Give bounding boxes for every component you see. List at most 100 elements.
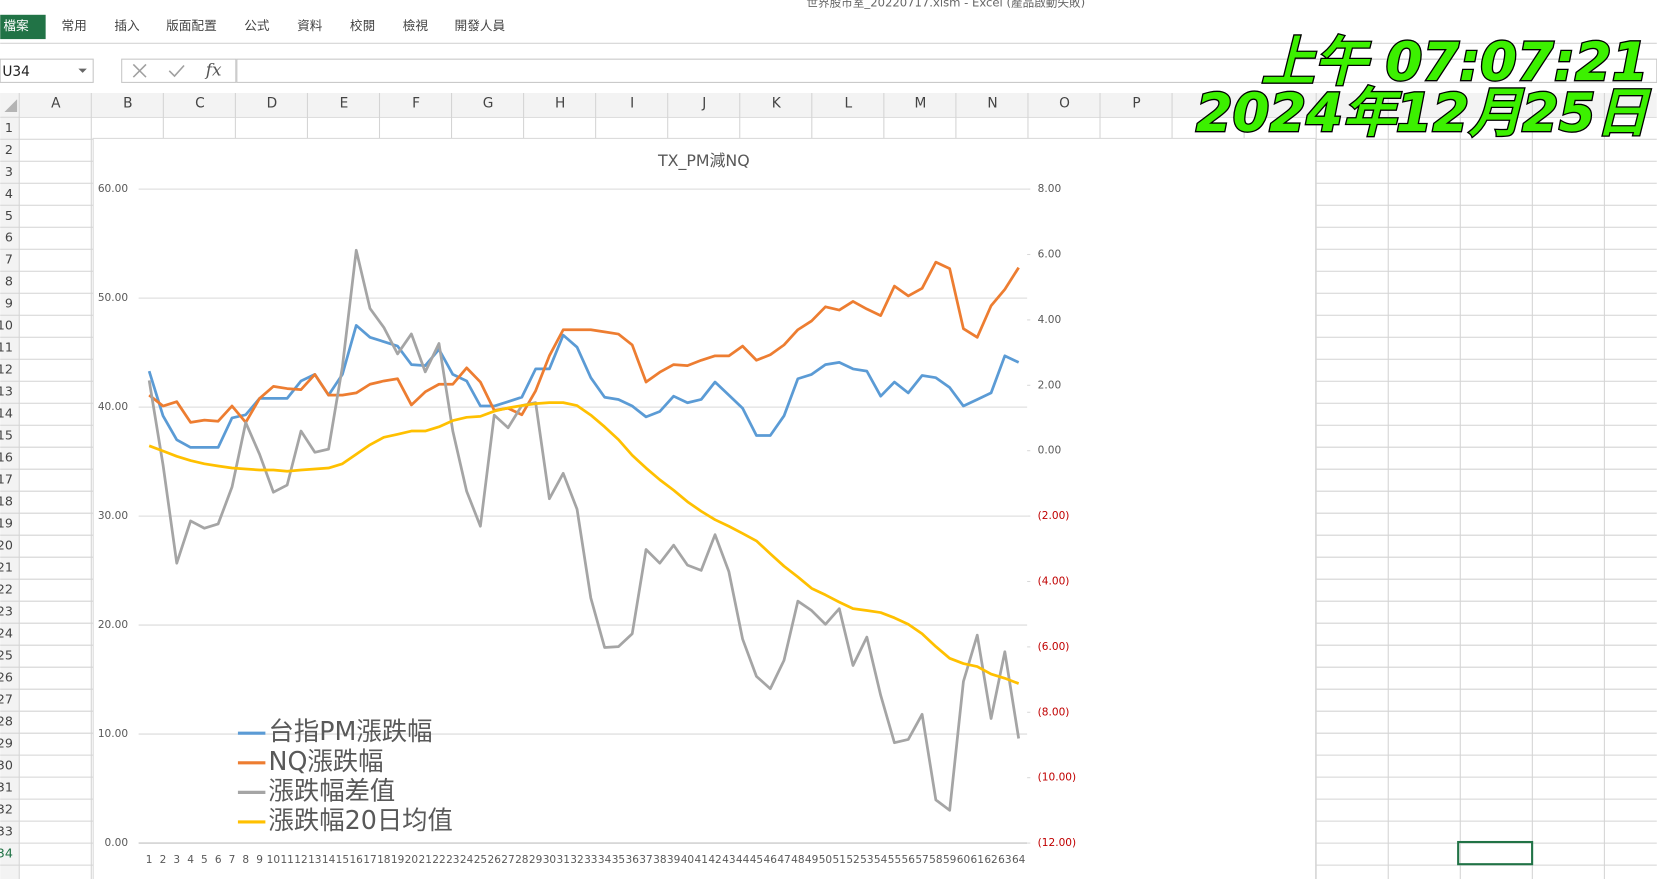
x-tick-label: 54	[874, 854, 888, 866]
ribbon-tab[interactable]: 常用	[62, 18, 87, 33]
series-line	[147, 248, 1021, 812]
column-header: N	[987, 96, 997, 112]
row-header: 34	[0, 846, 13, 861]
x-tick-label: 44	[736, 854, 750, 866]
x-tick-label: 45	[750, 854, 763, 866]
x-tick-label: 16	[349, 854, 363, 866]
x-tick-label: 27	[501, 854, 514, 866]
legend-label: 漲跌幅20日均值	[269, 805, 453, 835]
row-header: 20	[0, 538, 13, 553]
x-tick-label: 53	[860, 854, 873, 866]
column-header: G	[483, 96, 494, 112]
selected-cell[interactable]	[1457, 840, 1534, 866]
x-tick-label: 55	[888, 854, 901, 866]
x-tick-label: 52	[846, 854, 859, 866]
y2-tick-label: (12.00)	[1038, 837, 1076, 849]
x-tick-label: 18	[377, 854, 390, 866]
y2-tick-label: 2.00	[1038, 379, 1062, 391]
y2-tick-label: (4.00)	[1038, 575, 1070, 587]
x-tick-label: 41	[695, 854, 708, 866]
row-header: 10	[0, 318, 13, 333]
x-tick-label: 2	[160, 854, 167, 866]
x-tick-label: 4	[187, 854, 194, 866]
column-header: B	[123, 96, 132, 112]
chart-title: TX_PM減NQ	[657, 151, 750, 171]
chart: TX_PM減NQ0.0010.0020.0030.0040.0050.0060.…	[98, 151, 1076, 866]
x-tick-label: 30	[543, 854, 557, 866]
chart-area[interactable]	[92, 137, 1317, 879]
row-header-bar	[0, 92, 20, 879]
column-header: K	[772, 96, 782, 112]
x-tick-label: 50	[819, 854, 833, 866]
file-tab-bg	[0, 14, 46, 40]
row-header: 18	[0, 494, 13, 509]
row-header: 9	[5, 296, 13, 311]
enter-icon[interactable]	[168, 64, 185, 78]
x-tick-label: 57	[915, 854, 928, 866]
row-header: 26	[0, 670, 13, 685]
column-header: F	[412, 96, 420, 112]
row-header: 27	[0, 692, 13, 707]
row-header: 32	[0, 802, 13, 817]
row-header: 31	[0, 780, 13, 795]
cancel-icon[interactable]	[132, 63, 147, 78]
x-tick-label: 6	[215, 854, 222, 866]
row-header: 19	[0, 516, 13, 531]
x-tick-label: 48	[791, 854, 804, 866]
row-header: 16	[0, 450, 13, 465]
ribbon-tab[interactable]: 檢視	[403, 18, 429, 33]
x-tick-label: 25	[474, 854, 487, 866]
x-tick-label: 39	[667, 854, 680, 866]
column-header: O	[1059, 96, 1070, 112]
ribbon-collapsed	[0, 42, 1657, 59]
column-header: H	[555, 96, 565, 112]
column-header: P	[1132, 96, 1140, 112]
row-header: 28	[0, 714, 13, 729]
window-title: 世界股市室_20220717.xlsm - Excel (產品啟動失敗)	[806, 0, 1085, 10]
x-tick-label: 34	[598, 854, 612, 866]
x-tick-label: 33	[584, 854, 597, 866]
x-tick-label: 56	[902, 854, 916, 866]
y2-tick-label: 0.00	[1038, 445, 1062, 457]
x-tick-label: 23	[446, 854, 459, 866]
x-tick-label: 49	[805, 854, 818, 866]
row-header: 25	[0, 648, 13, 663]
x-tick-label: 46	[764, 854, 778, 866]
name-box-text: U34	[2, 64, 30, 80]
x-tick-label: 63	[998, 854, 1011, 866]
ribbon-tab[interactable]: 公式	[244, 18, 270, 33]
x-tick-label: 42	[708, 854, 721, 866]
row-header: 2	[5, 142, 13, 157]
row-header: 15	[0, 428, 13, 443]
row-header: 24	[0, 626, 13, 641]
y2-tick-label: 4.00	[1038, 314, 1062, 326]
y2-tick-label: 8.00	[1038, 183, 1062, 195]
row-header: 12	[0, 362, 13, 377]
y-tick-label: 40.00	[98, 401, 128, 413]
x-tick-label: 8	[242, 854, 249, 866]
ribbon-tab[interactable]: 檔案	[3, 18, 29, 33]
ribbon-tab[interactable]: 資料	[297, 18, 323, 33]
ribbon-tab[interactable]: 插入	[114, 18, 140, 33]
select-all	[4, 99, 18, 112]
overlay-date: 2024年12月25日	[1196, 83, 1652, 144]
series-line	[148, 401, 1020, 685]
x-tick-label: 5	[201, 854, 208, 866]
legend-label: 台指PM漲跌幅	[269, 716, 433, 746]
x-tick-label: 51	[833, 854, 846, 866]
x-tick-label: 37	[639, 854, 652, 866]
ribbon-tab[interactable]: 開發人員	[455, 18, 506, 33]
name-box[interactable]	[0, 58, 94, 83]
x-tick-label: 13	[308, 854, 321, 866]
column-header-bar	[0, 92, 1657, 117]
ui-text: 世界股市室_20220717.xlsm - Excel (產品啟動失敗) 檔案 常用…	[0, 0, 1141, 861]
row-header: 33	[0, 824, 13, 839]
x-tick-label: 62	[984, 854, 997, 866]
x-tick-label: 64	[1012, 854, 1026, 866]
x-tick-label: 14	[322, 854, 336, 866]
y2-tick-label: (2.00)	[1038, 510, 1070, 522]
x-tick-label: 47	[777, 854, 790, 866]
x-tick-label: 22	[432, 854, 445, 866]
ribbon-tab[interactable]: 版面配置	[166, 18, 217, 33]
ribbon-tab[interactable]: 校閱	[350, 18, 375, 33]
